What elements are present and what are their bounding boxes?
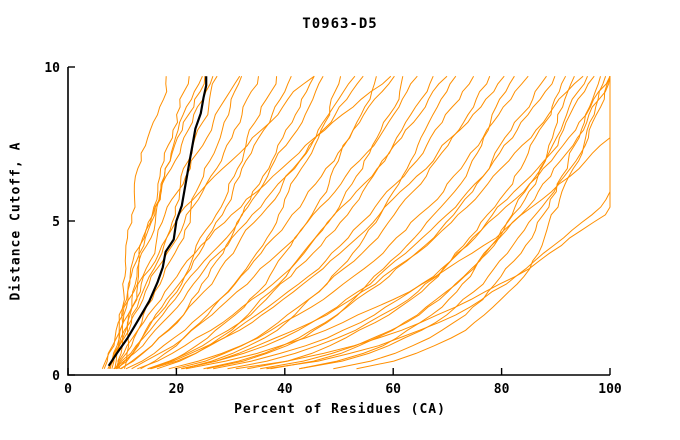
model-curve xyxy=(109,75,218,369)
model-curve xyxy=(116,76,243,369)
model-curve xyxy=(168,75,529,370)
x-tick-label: 80 xyxy=(494,382,510,397)
model-curve xyxy=(299,75,575,370)
model-curve xyxy=(181,75,584,370)
model-curve xyxy=(117,76,168,369)
y-tick-label: 5 xyxy=(52,215,60,230)
model-curve xyxy=(137,75,448,370)
x-tick-label: 40 xyxy=(277,382,293,397)
model-curve xyxy=(120,75,356,370)
y-tick-label: 10 xyxy=(44,61,60,76)
model-curve xyxy=(247,75,567,370)
model-curve xyxy=(147,75,475,370)
model-curve xyxy=(125,75,395,370)
model-curve xyxy=(115,75,392,369)
model-curve xyxy=(115,76,278,370)
model-curve xyxy=(227,75,595,370)
model-curve xyxy=(111,76,206,369)
y-axis-label: Distance Cutoff, A xyxy=(8,141,24,301)
model-curve xyxy=(333,76,601,370)
x-tick-label: 60 xyxy=(385,382,401,397)
model-curve xyxy=(101,75,203,369)
model-curve xyxy=(131,75,418,370)
model-curve xyxy=(213,75,611,370)
model-curve xyxy=(270,76,588,370)
model-curve xyxy=(356,76,607,370)
reference-curve xyxy=(107,76,208,367)
model-curve xyxy=(235,76,611,370)
model-curve xyxy=(113,75,364,370)
x-tick-label: 0 xyxy=(64,382,72,397)
model-curve xyxy=(182,75,457,370)
model-curve xyxy=(206,75,515,370)
y-tick-label: 0 xyxy=(52,369,60,384)
model-curve xyxy=(174,76,491,370)
model-curve xyxy=(203,75,547,370)
model-curve xyxy=(147,75,434,370)
model-curve xyxy=(299,76,611,370)
model-curve xyxy=(156,76,404,370)
model-curve xyxy=(150,75,505,370)
model-curve xyxy=(119,75,315,370)
x-tick-label: 20 xyxy=(169,382,185,397)
x-tick-label: 100 xyxy=(598,382,622,397)
model-curve xyxy=(113,75,324,370)
x-axis-label: Percent of Residues (CA) xyxy=(234,402,446,417)
model-curve xyxy=(103,75,241,369)
model-curve xyxy=(140,76,342,370)
chart-title: T0963-D5 xyxy=(302,16,378,32)
model-curve xyxy=(107,76,259,370)
